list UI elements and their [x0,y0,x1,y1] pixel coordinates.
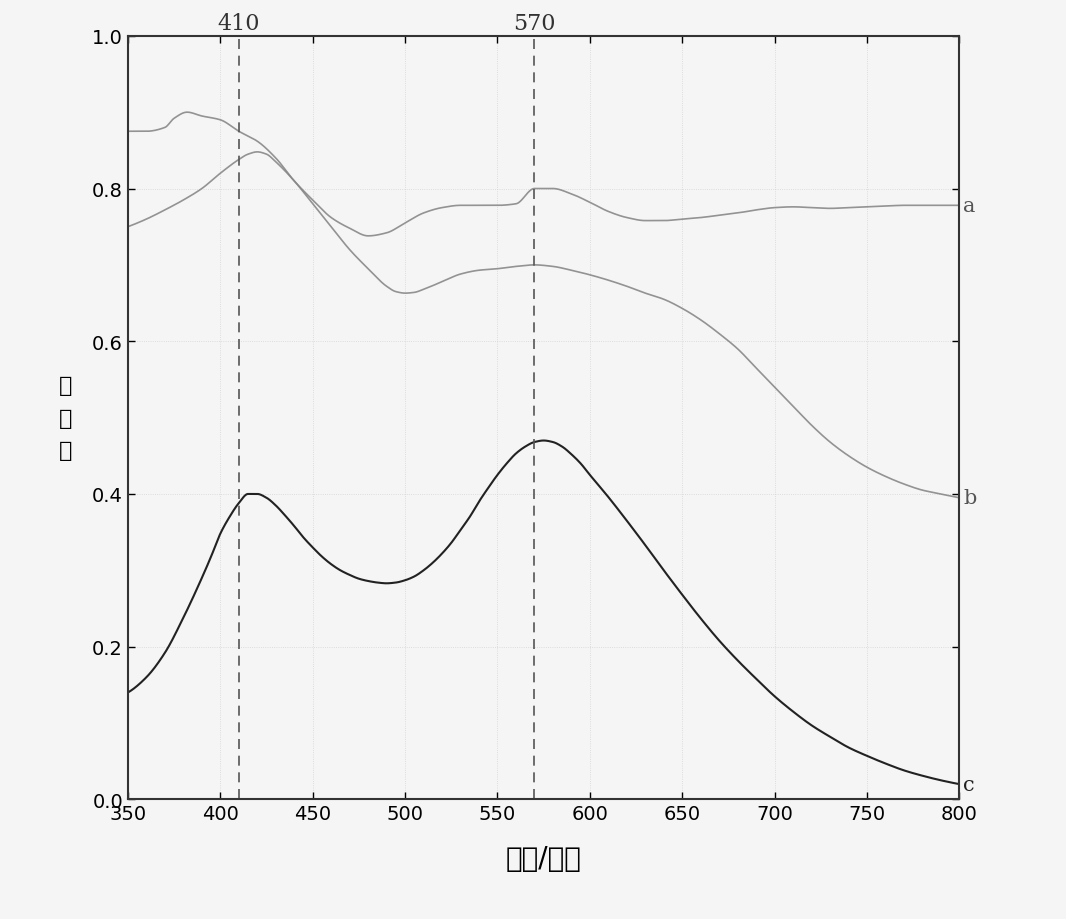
Y-axis label: 吸
光
度: 吸 光 度 [59,375,72,461]
X-axis label: 波长/纳米: 波长/纳米 [505,845,582,872]
Text: b: b [963,489,976,507]
Text: c: c [963,775,974,794]
Text: 410: 410 [217,13,260,35]
Text: 570: 570 [513,13,555,35]
Text: a: a [963,197,975,216]
